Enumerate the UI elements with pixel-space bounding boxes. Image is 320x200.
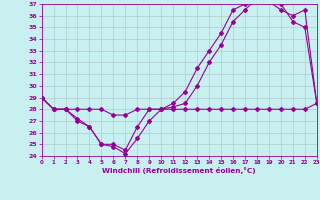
X-axis label: Windchill (Refroidissement éolien,°C): Windchill (Refroidissement éolien,°C) bbox=[102, 167, 256, 174]
